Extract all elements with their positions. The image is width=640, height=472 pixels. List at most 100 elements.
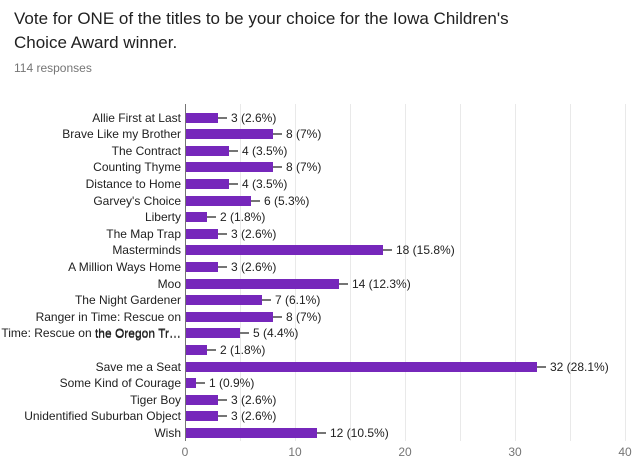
bar-value-label: 6 (5.3%) xyxy=(264,193,310,208)
category-label: Moo xyxy=(157,276,181,291)
bar-value-label: 2 (1.8%) xyxy=(220,342,266,357)
bar-value-label: 8 (7%) xyxy=(286,309,322,324)
bar-connector-line xyxy=(218,116,227,119)
category-label: The Contract xyxy=(111,143,181,158)
category-label: Liberty xyxy=(144,210,181,225)
bar-connector-line xyxy=(207,216,216,219)
bar xyxy=(186,162,273,173)
bar-value-label: 3 (2.6%) xyxy=(231,259,277,274)
bar-connector-line xyxy=(218,232,227,235)
bar-value-label: 3 (2.6%) xyxy=(231,409,277,424)
category-label: Save me a Seat xyxy=(95,359,181,374)
bar-value-label: 2 (1.8%) xyxy=(220,210,266,225)
bar-connector-line xyxy=(229,182,238,185)
category-label: Distance to Home xyxy=(85,176,181,191)
x-axis-tick-label: 10 xyxy=(288,445,302,459)
bar-connector-line xyxy=(317,431,326,434)
gridline xyxy=(625,104,626,441)
bar xyxy=(186,178,229,189)
bar-connector-line xyxy=(273,166,282,169)
bar-connector-line xyxy=(229,149,238,152)
category-label: Unidentified Suburban Object xyxy=(24,409,181,424)
gridline xyxy=(405,104,406,441)
question-title-line2: Choice Award winner. xyxy=(14,32,178,52)
bar xyxy=(186,212,207,223)
bar xyxy=(186,411,218,422)
bar xyxy=(186,394,218,405)
bar xyxy=(186,112,218,123)
x-axis-tick-label: 30 xyxy=(508,445,522,459)
bar-connector-line xyxy=(218,415,227,418)
gridline xyxy=(295,104,296,441)
category-label: Counting Thyme xyxy=(93,160,181,175)
category-label-wrapped: Ranger in Time: Rescue on the Oregon Tr… xyxy=(36,309,181,342)
category-label: Allie First at Last xyxy=(92,110,181,125)
category-label: The Map Trap xyxy=(106,226,181,241)
bar xyxy=(186,228,218,239)
bar-connector-line xyxy=(196,382,205,385)
bar-value-label: 5 (4.4%) xyxy=(253,326,299,341)
bar xyxy=(186,295,262,306)
bar-value-label: 14 (12.3%) xyxy=(352,276,411,291)
bar xyxy=(186,311,273,322)
x-axis-tick-label: 40 xyxy=(618,445,632,459)
gridline xyxy=(240,104,241,441)
category-label: Masterminds xyxy=(112,243,181,258)
bar-connector-line xyxy=(383,249,392,252)
bar-value-label: 3 (2.6%) xyxy=(231,226,277,241)
bar-connector-line xyxy=(273,315,282,318)
bar-value-label: 18 (15.8%) xyxy=(396,243,455,258)
x-axis-tick-label: 20 xyxy=(398,445,412,459)
bar-value-label: 4 (3.5%) xyxy=(242,143,288,158)
category-label: Ranger in Time: Rescue on the Oregon Tr… xyxy=(0,326,181,341)
bar xyxy=(186,261,218,272)
gridline xyxy=(350,104,351,441)
bar-connector-line xyxy=(218,265,227,268)
gridline xyxy=(515,104,516,441)
bar-value-label: 1 (0.9%) xyxy=(209,376,255,391)
category-label: Some Kind of Courage xyxy=(59,376,181,391)
category-label: The Night Gardener xyxy=(74,293,181,308)
x-axis-tick-label: 0 xyxy=(181,445,189,459)
bar xyxy=(186,129,273,140)
bar-connector-line xyxy=(207,348,216,351)
category-label-line: Ranger in Time: Rescue on xyxy=(35,310,181,324)
gridline xyxy=(460,104,461,441)
bar xyxy=(186,344,207,355)
bar-connector-line xyxy=(262,299,271,302)
gridline xyxy=(570,104,571,441)
bar-value-label: 32 (28.1%) xyxy=(550,359,609,374)
category-label: Garvey's Choice xyxy=(93,193,181,208)
bar xyxy=(186,361,537,372)
bar xyxy=(186,195,251,206)
bar-connector-line xyxy=(273,133,282,136)
bar-value-label: 4 (3.5%) xyxy=(242,176,288,191)
category-label-line: the Oregon Tr… xyxy=(94,326,181,341)
bar-connector-line xyxy=(339,282,348,285)
category-label: Brave Like my Brother xyxy=(62,127,181,142)
bar-value-label: 12 (10.5%) xyxy=(330,425,389,440)
bar-connector-line xyxy=(251,199,260,202)
bar-connector-line xyxy=(537,365,546,368)
bar-value-label: 3 (2.6%) xyxy=(231,392,277,407)
question-title-line1: Vote for ONE of the titles to be your ch… xyxy=(14,9,509,28)
category-label: Wish xyxy=(154,425,181,440)
bar xyxy=(186,245,383,256)
bar xyxy=(186,328,240,339)
bar xyxy=(186,145,229,156)
question-title: Vote for ONE of the titles to be your ch… xyxy=(14,7,626,54)
category-label: A Million Ways Home xyxy=(68,259,181,274)
bar-connector-line xyxy=(240,332,249,335)
bar xyxy=(186,278,339,289)
bar-connector-line xyxy=(218,398,227,401)
bar xyxy=(186,427,317,438)
bar-value-label: 7 (6.1%) xyxy=(275,293,321,308)
bar-value-label: 8 (7%) xyxy=(286,127,322,142)
bar-value-label: 3 (2.6%) xyxy=(231,110,277,125)
bar-value-label: 8 (7%) xyxy=(286,160,322,175)
category-label: Tiger Boy xyxy=(130,392,181,407)
y-axis-line xyxy=(185,104,186,441)
bar xyxy=(186,378,196,389)
responses-count: 114 responses xyxy=(14,61,92,75)
